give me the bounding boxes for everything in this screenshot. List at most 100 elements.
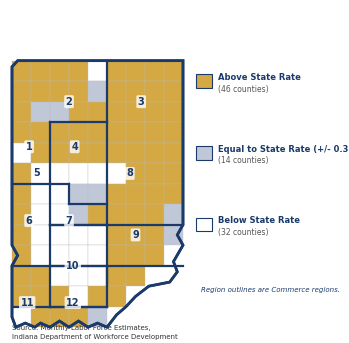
Bar [126, 245, 145, 266]
Bar [164, 81, 183, 102]
Text: 8: 8 [126, 168, 133, 178]
Text: Indiana's rate was 5.6%: Indiana's rate was 5.6% [5, 31, 164, 43]
Bar [50, 61, 69, 81]
Bar [31, 245, 50, 266]
Bar [50, 81, 69, 102]
Bar [145, 245, 164, 266]
Bar [31, 143, 50, 163]
Bar [69, 204, 88, 225]
Bar [126, 143, 145, 163]
Bar [50, 286, 69, 307]
Bar [31, 225, 50, 245]
Bar [12, 143, 31, 163]
Bar [50, 307, 69, 327]
Text: 2: 2 [66, 97, 72, 107]
Bar [145, 102, 164, 122]
Bar [88, 307, 107, 327]
Bar [107, 163, 126, 184]
Bar [12, 266, 31, 286]
Bar [69, 102, 88, 122]
Bar [12, 204, 31, 225]
Bar [69, 266, 88, 286]
Text: Region outlines are Commerce regions.: Region outlines are Commerce regions. [201, 287, 340, 293]
Text: 9: 9 [132, 230, 139, 240]
Bar [69, 163, 88, 184]
Bar [31, 204, 50, 225]
Bar [107, 245, 126, 266]
Bar [145, 225, 164, 245]
Bar [69, 81, 88, 102]
Text: (46 counties): (46 counties) [218, 85, 269, 94]
Text: 10: 10 [66, 261, 80, 271]
Bar [31, 61, 50, 81]
Bar [31, 122, 50, 143]
Bar [69, 245, 88, 266]
Bar [88, 61, 107, 81]
Bar [164, 225, 183, 245]
Bar [69, 184, 88, 204]
Bar [88, 204, 107, 225]
Bar [107, 286, 126, 307]
Bar [12, 163, 31, 184]
Text: 12: 12 [66, 298, 80, 308]
Bar [164, 184, 183, 204]
Bar [126, 81, 145, 102]
Bar [31, 266, 50, 286]
Text: 1: 1 [26, 142, 32, 152]
Bar [107, 102, 126, 122]
Bar [126, 266, 145, 286]
Bar [145, 143, 164, 163]
Bar [145, 204, 164, 225]
Bar [107, 204, 126, 225]
Bar [145, 184, 164, 204]
Bar [164, 61, 183, 81]
Bar [88, 225, 107, 245]
Bar [50, 143, 69, 163]
Bar [126, 163, 145, 184]
Bar [107, 184, 126, 204]
Bar [88, 245, 107, 266]
Bar [145, 81, 164, 102]
Bar [88, 184, 107, 204]
Bar [69, 61, 88, 81]
Bar [31, 286, 50, 307]
Bar [88, 102, 107, 122]
Bar [107, 225, 126, 245]
Bar [107, 143, 126, 163]
Text: 11: 11 [21, 298, 34, 308]
Bar [12, 61, 31, 81]
Bar [50, 245, 69, 266]
Bar [145, 61, 164, 81]
Text: (14 counties): (14 counties) [218, 156, 268, 165]
Bar [126, 122, 145, 143]
Bar [12, 81, 31, 102]
Bar [50, 122, 69, 143]
Bar [50, 163, 69, 184]
Bar [164, 143, 183, 163]
Bar [107, 81, 126, 102]
Bar [12, 102, 31, 122]
Bar [69, 307, 88, 327]
Text: 5: 5 [33, 168, 40, 178]
Text: 6: 6 [26, 216, 32, 226]
Text: Above State Rate: Above State Rate [218, 73, 301, 82]
Bar [88, 163, 107, 184]
Text: 3: 3 [138, 97, 144, 107]
Bar [31, 81, 50, 102]
Text: 4: 4 [71, 142, 78, 152]
Bar [164, 163, 183, 184]
Bar [145, 163, 164, 184]
Bar [50, 204, 69, 225]
Bar [196, 74, 212, 88]
Bar [196, 218, 212, 231]
Bar [196, 146, 212, 160]
Bar [69, 225, 88, 245]
Bar [126, 225, 145, 245]
Bar [145, 122, 164, 143]
Bar [88, 266, 107, 286]
Bar [50, 225, 69, 245]
Text: Below State Rate: Below State Rate [218, 216, 300, 225]
Bar [12, 225, 31, 245]
Bar [88, 143, 107, 163]
Bar [31, 184, 50, 204]
